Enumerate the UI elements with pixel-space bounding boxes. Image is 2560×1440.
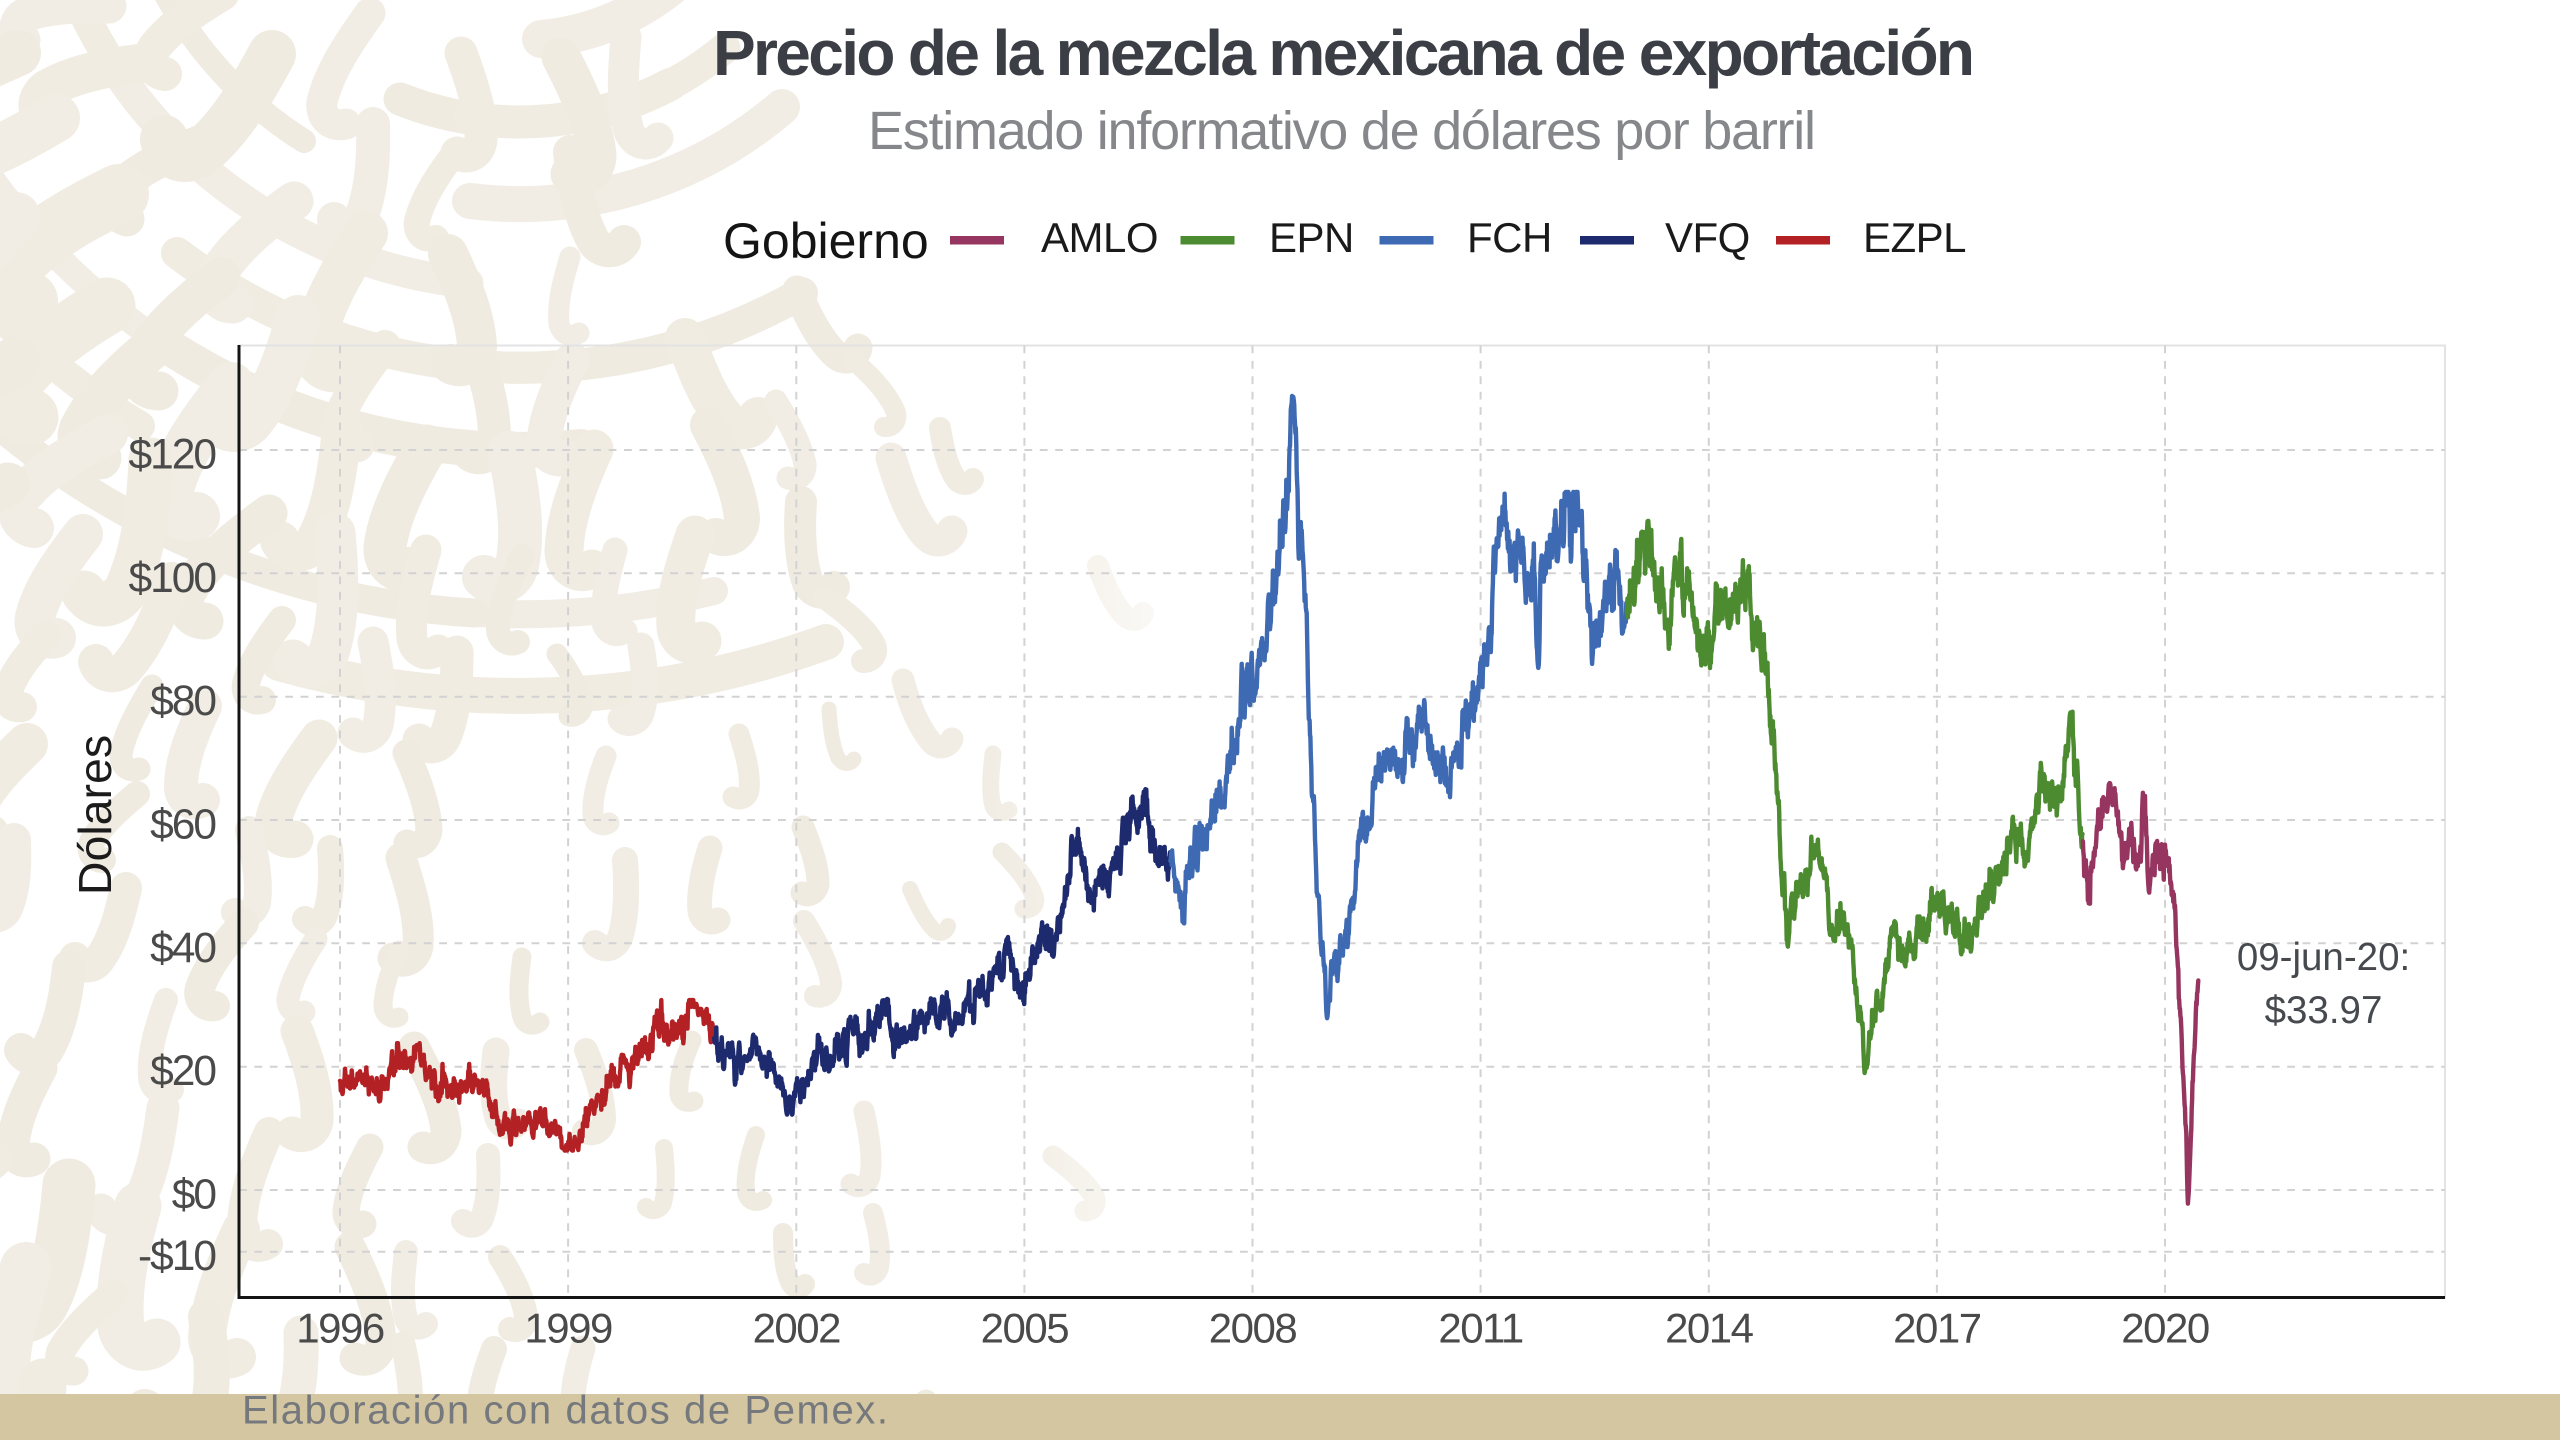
svg-text:$120: $120 [128,432,215,479]
svg-text:2020: 2020 [2121,1305,2209,1352]
svg-text:Estimado informativo de dólare: Estimado informativo de dólares por barr… [868,101,1816,161]
svg-text:$60: $60 [150,802,215,849]
svg-text:2011: 2011 [1438,1305,1522,1352]
svg-text:$20: $20 [150,1048,215,1095]
svg-text:Elaboración con datos de Pemex: Elaboración con datos de Pemex. [242,1389,888,1433]
svg-text:2005: 2005 [981,1305,1069,1352]
svg-text:1996: 1996 [296,1305,384,1352]
svg-text:Precio de la mezcla mexicana d: Precio de la mezcla mexicana de exportac… [713,17,1975,89]
svg-text:$100: $100 [128,555,215,602]
svg-text:2002: 2002 [753,1305,841,1352]
svg-text:FCH: FCH [1467,214,1552,261]
svg-text:$40: $40 [150,925,215,972]
svg-text:2017: 2017 [1893,1305,1981,1352]
svg-text:-$10: -$10 [138,1233,215,1280]
svg-text:VFQ: VFQ [1665,214,1750,261]
svg-text:$80: $80 [150,678,215,725]
svg-text:2014: 2014 [1665,1305,1754,1352]
svg-text:EPN: EPN [1269,214,1354,261]
svg-text:Dólares: Dólares [69,735,121,895]
svg-text:AMLO: AMLO [1041,214,1158,261]
svg-text:Gobierno: Gobierno [723,213,929,269]
svg-text:2008: 2008 [1209,1305,1297,1352]
svg-text:1999: 1999 [524,1305,612,1352]
svg-text:09-jun-20:: 09-jun-20: [2237,936,2410,979]
svg-text:EZPL: EZPL [1863,214,1966,261]
svg-text:$0: $0 [172,1172,216,1219]
svg-text:$33.97: $33.97 [2265,989,2383,1032]
